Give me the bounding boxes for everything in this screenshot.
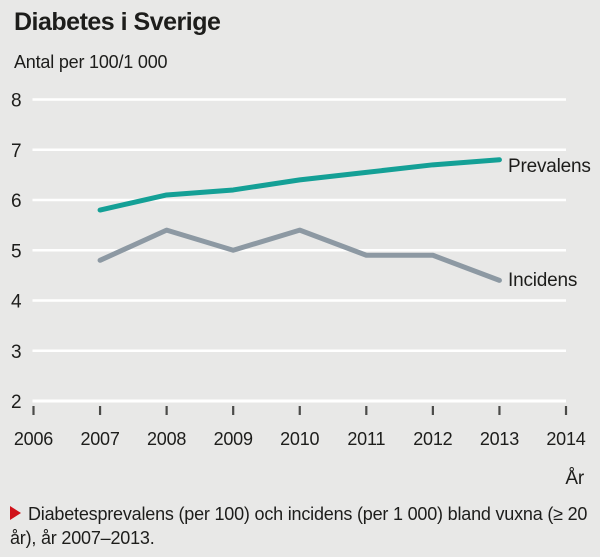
figure-caption: Diabetesprevalens (per 100) och incidens… xyxy=(10,502,588,550)
y-tick-label: 2 xyxy=(11,392,21,413)
series-line-incidens xyxy=(97,227,502,283)
x-tick-label: 2006 xyxy=(14,429,53,449)
y-tick-label: 6 xyxy=(11,191,21,212)
x-tick-label: 2008 xyxy=(147,429,186,449)
x-tick-label: 2007 xyxy=(80,429,119,449)
series-line-prevalens xyxy=(97,157,502,213)
caption-text: Diabetesprevalens (per 100) och incidens… xyxy=(10,504,588,548)
chart-title: Diabetes i Sverige xyxy=(14,8,221,36)
y-tick-label: 8 xyxy=(11,91,21,112)
y-tick-label: 7 xyxy=(11,141,21,162)
series-label-incidens: Incidens xyxy=(508,270,578,291)
x-tick-label: 2012 xyxy=(413,429,452,449)
x-tick-label: 2011 xyxy=(347,429,385,449)
y-tick-label: 5 xyxy=(11,241,21,262)
x-tick-label: 2009 xyxy=(214,429,253,449)
x-tick-label: 2013 xyxy=(480,429,519,449)
x-tick-label: 2014 xyxy=(546,429,585,449)
y-tick-label: 3 xyxy=(11,342,21,363)
series-label-prevalens: Prevalens xyxy=(508,156,591,177)
chart-unit-note: Antal per 100/1 000 xyxy=(14,52,168,72)
x-tick-label: 2010 xyxy=(280,429,319,449)
caption-arrow-icon xyxy=(10,506,21,520)
y-tick-label: 4 xyxy=(11,292,22,313)
x-axis-title: År xyxy=(565,468,584,489)
